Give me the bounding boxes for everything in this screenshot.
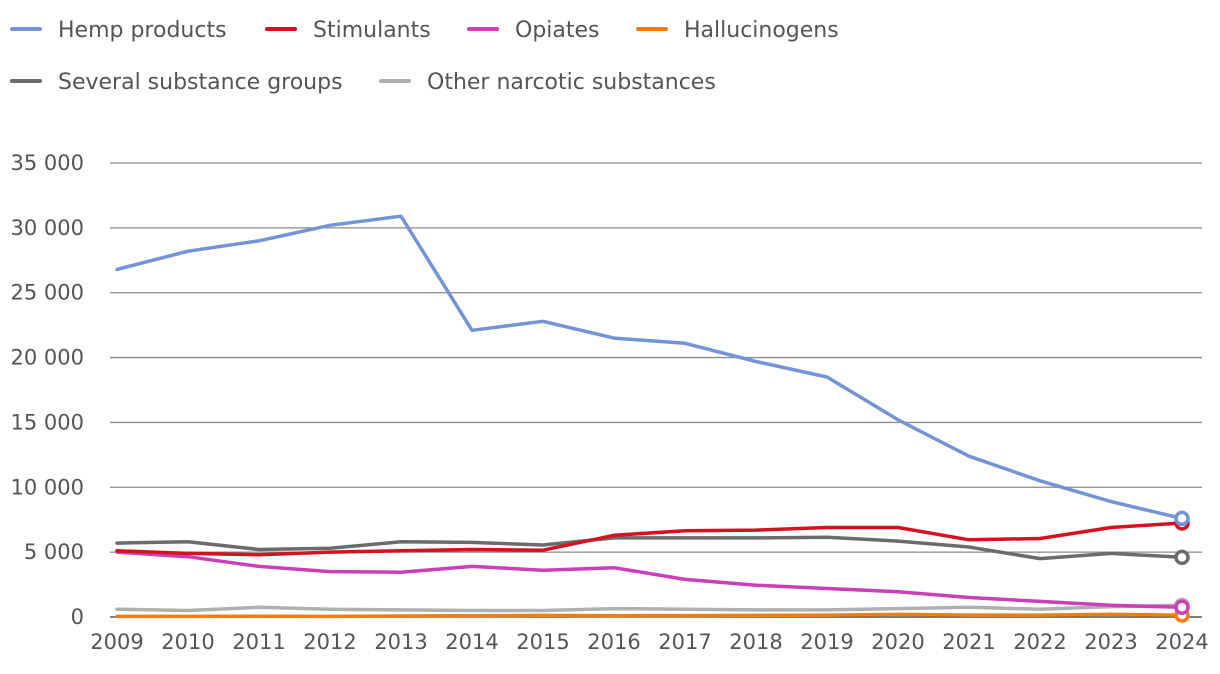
end-marker-opiates (1174, 599, 1190, 616)
x-tick-label: 2023 (1084, 630, 1137, 654)
legend: Hemp products Stimulants Opiates Hallucinog… (10, 18, 839, 95)
x-tick-label: 2012 (303, 630, 356, 654)
y-tick-label: 25 000 (11, 281, 84, 305)
legend-label: Several substance groups (58, 70, 343, 95)
y-tick-label: 30 000 (11, 216, 84, 240)
legend-item-other-narcotic-substances: Other narcotic substances (379, 70, 716, 95)
legend-label: Hallucinogens (684, 18, 839, 43)
x-tick-label: 2015 (516, 630, 569, 654)
series-line-opiates (115, 550, 1184, 610)
legend-item-opiates: Opiates (467, 18, 600, 43)
legend-label: Other narcotic substances (427, 70, 716, 95)
legend-label: Stimulants (313, 18, 431, 43)
end-marker-hemp-products (1174, 510, 1190, 527)
series-line-hallucinogens (115, 612, 1184, 619)
x-tick-label: 2018 (729, 630, 782, 654)
series-line-stimulants (115, 521, 1184, 557)
y-axis: 0 5 000 10 000 15 000 20 000 25 000 30 000 35 0… (11, 151, 84, 629)
x-tick-label: 2022 (1013, 630, 1066, 654)
x-tick-label: 2011 (232, 630, 285, 654)
series-line-hemp-products (115, 214, 1184, 521)
x-tick-label: 2010 (161, 630, 214, 654)
y-tick-label: 10 000 (11, 475, 84, 499)
y-tick-label: 35 000 (11, 151, 84, 175)
x-tick-label: 2013 (374, 630, 427, 654)
legend-label: Hemp products (58, 18, 227, 43)
legend-item-several-substance-groups: Several substance groups (10, 70, 343, 95)
end-marker-several-substance-groups (1174, 549, 1190, 566)
x-tick-label: 2014 (445, 630, 498, 654)
y-tick-label: 5 000 (24, 540, 84, 564)
x-tick-label: 2019 (800, 630, 853, 654)
x-tick-label: 2020 (871, 630, 924, 654)
legend-item-hallucinogens: Hallucinogens (636, 18, 839, 43)
x-axis: 2009 2010 2011 2012 2013 2014 2015 2016 2017 2018… (90, 630, 1208, 654)
legend-item-stimulants: Stimulants (265, 18, 431, 43)
legend-item-hemp-products: Hemp products (10, 18, 227, 43)
x-tick-label: 2016 (587, 630, 640, 654)
end-markers (1174, 510, 1190, 623)
series-line-other-narcotic-substances (115, 603, 1184, 613)
x-tick-label: 2021 (942, 630, 995, 654)
y-tick-label: 0 (71, 605, 84, 629)
x-tick-label: 2024 (1155, 630, 1208, 654)
series-lines (115, 214, 1184, 619)
series-line-several-substance-groups (115, 535, 1184, 561)
x-tick-label: 2009 (90, 630, 143, 654)
y-tick-label: 15 000 (11, 410, 84, 434)
y-tick-label: 20 000 (11, 346, 84, 370)
legend-label: Opiates (515, 18, 600, 43)
x-tick-label: 2017 (658, 630, 711, 654)
